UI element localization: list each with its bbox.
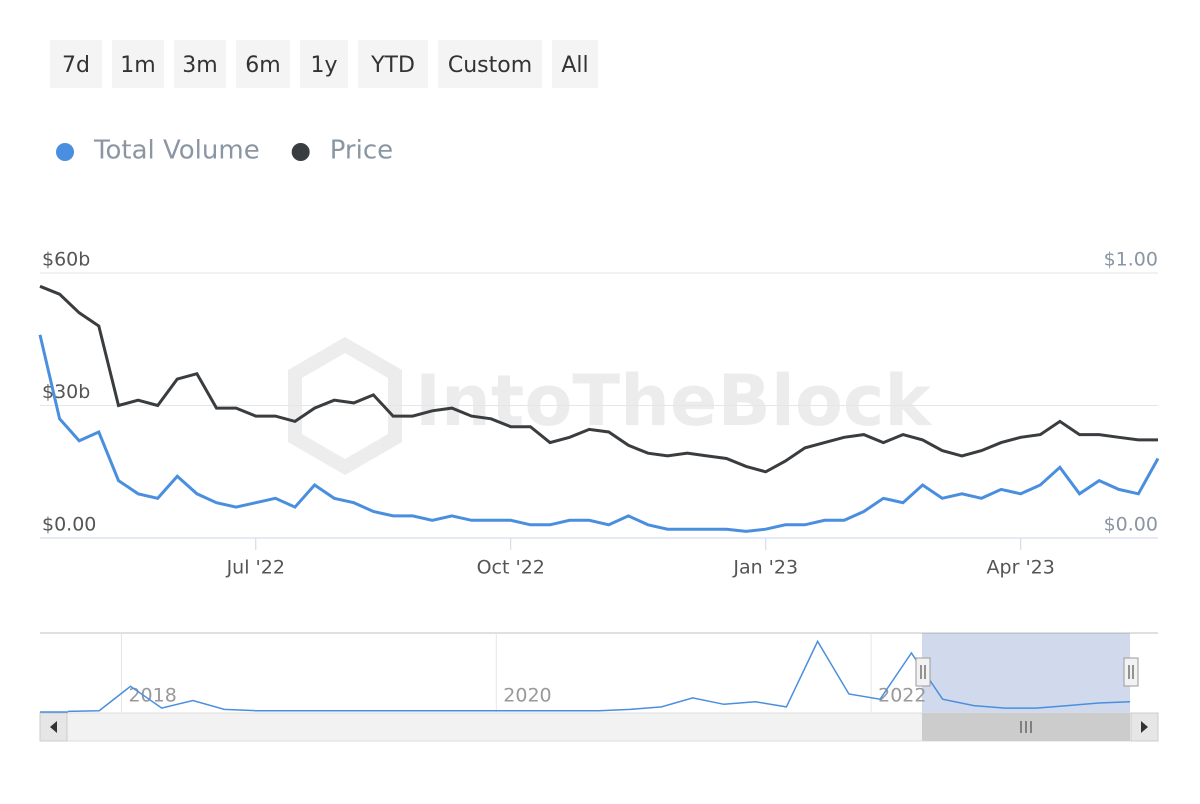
range-button-label: All <box>561 53 588 78</box>
y-tick-label: $60b <box>42 249 90 271</box>
x-tick-label: Oct '22 <box>477 557 545 579</box>
series-line <box>39 284 1158 474</box>
y2-tick-label: $1.00 <box>1104 249 1158 271</box>
range-button-label: Custom <box>448 53 532 78</box>
range-button-bg <box>50 40 102 88</box>
range-button-label: 1y <box>310 53 337 78</box>
range-button-bg <box>438 40 542 88</box>
scrollbar-grip <box>1020 721 1032 733</box>
y-tick-label: $0.00 <box>42 514 96 536</box>
chart-layer: 7d 1m 3m 6m 1y YTD Custom All $0.00 $30b $60b $0.00… <box>38 40 1160 713</box>
range-button-bg <box>300 40 348 88</box>
range-button-bg <box>358 40 428 88</box>
series-line <box>67 639 1131 713</box>
range-button-label: 7d <box>62 53 90 78</box>
navigator-label: 2020 <box>503 685 551 707</box>
range-button-label: YTD <box>370 53 415 78</box>
range-button[interactable]: 7d <box>50 40 102 88</box>
arrow-right <box>1141 721 1148 733</box>
range-button-label: 6m <box>245 53 280 78</box>
range-button-label: 1m <box>120 53 155 78</box>
handle-left[interactable] <box>915 657 931 687</box>
range-button[interactable]: All <box>552 40 598 88</box>
legend-item[interactable]: Price <box>291 136 393 166</box>
navigator-mask[interactable] <box>922 633 1130 713</box>
watermark-logo <box>288 336 402 476</box>
watermark-text: IntoTheBlock <box>415 360 932 442</box>
x-tick-label: Jul '22 <box>226 557 285 579</box>
y2-tick-label: $0.00 <box>1104 514 1158 536</box>
legend-marker <box>291 143 310 161</box>
range-button[interactable]: YTD <box>358 40 428 88</box>
legend-label: Price <box>330 136 393 166</box>
range-button-bg <box>112 40 164 88</box>
range-button-bg <box>174 40 226 88</box>
arrow-left <box>50 721 57 733</box>
x-tick-label: Jan '23 <box>732 557 798 579</box>
range-button[interactable]: 6m <box>236 40 290 88</box>
range-button[interactable]: 3m <box>174 40 226 88</box>
range-button[interactable]: 1m <box>112 40 164 88</box>
range-button-bg <box>236 40 290 88</box>
legend-marker <box>56 143 74 161</box>
x-tick-label: Apr '23 <box>987 557 1055 579</box>
legend-item[interactable]: Total Volume <box>56 136 260 166</box>
y-tick-label: $30b <box>42 381 90 403</box>
range-button[interactable]: Custom <box>438 40 542 88</box>
range-button-label: 3m <box>182 53 217 78</box>
navigator-label: 2022 <box>878 685 926 707</box>
range-button[interactable]: 1y <box>300 40 348 88</box>
handle-right[interactable] <box>1123 657 1139 687</box>
series-line <box>38 334 1160 533</box>
legend-label: Total Volume <box>93 136 260 166</box>
watermark: IntoTheBlock <box>288 336 932 476</box>
navigator-label: 2018 <box>128 685 176 707</box>
range-button-bg <box>552 40 598 88</box>
